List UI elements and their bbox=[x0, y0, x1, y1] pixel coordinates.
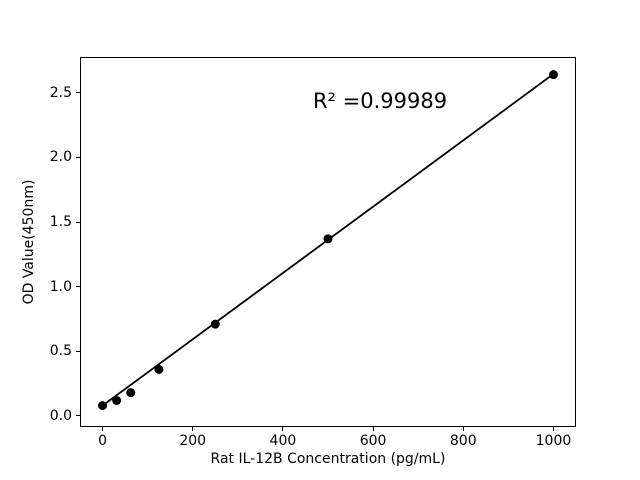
x-axis-label: Rat IL-12B Concentration (pg/mL) bbox=[210, 451, 446, 467]
y-tick-label: 1.0 bbox=[49, 278, 72, 295]
x-tick-mark bbox=[102, 427, 104, 432]
y-tick-mark bbox=[76, 286, 80, 288]
y-tick-label: 2.0 bbox=[49, 149, 72, 166]
data-point bbox=[126, 388, 136, 398]
y-tick-mark bbox=[76, 156, 80, 158]
x-tick-label: 600 bbox=[359, 433, 387, 450]
y-tick-mark bbox=[76, 221, 80, 223]
r-squared-annotation: R² =0.99989 bbox=[312, 89, 448, 113]
y-tick-label: 0.5 bbox=[49, 343, 72, 360]
y-tick-mark bbox=[76, 415, 80, 417]
data-point bbox=[323, 234, 333, 244]
x-tick-label: 800 bbox=[449, 433, 477, 450]
data-point bbox=[548, 70, 558, 80]
data-point bbox=[154, 364, 164, 374]
x-tick-label: 400 bbox=[269, 433, 297, 450]
x-tick-mark bbox=[282, 427, 284, 432]
data-point bbox=[210, 319, 220, 329]
data-point bbox=[112, 395, 122, 405]
y-tick-mark bbox=[76, 350, 80, 352]
y-tick-label: 2.5 bbox=[49, 84, 72, 101]
x-tick-label: 1000 bbox=[535, 433, 572, 450]
x-tick-label: 0 bbox=[98, 433, 107, 450]
data-point bbox=[98, 401, 108, 411]
x-tick-mark bbox=[552, 427, 554, 432]
y-tick-label: 1.5 bbox=[49, 214, 72, 231]
y-tick-label: 0.0 bbox=[49, 407, 72, 424]
x-tick-mark bbox=[192, 427, 194, 432]
x-tick-mark bbox=[372, 427, 374, 432]
y-tick-mark bbox=[76, 92, 80, 94]
x-tick-mark bbox=[462, 427, 464, 432]
x-tick-label: 200 bbox=[179, 433, 207, 450]
